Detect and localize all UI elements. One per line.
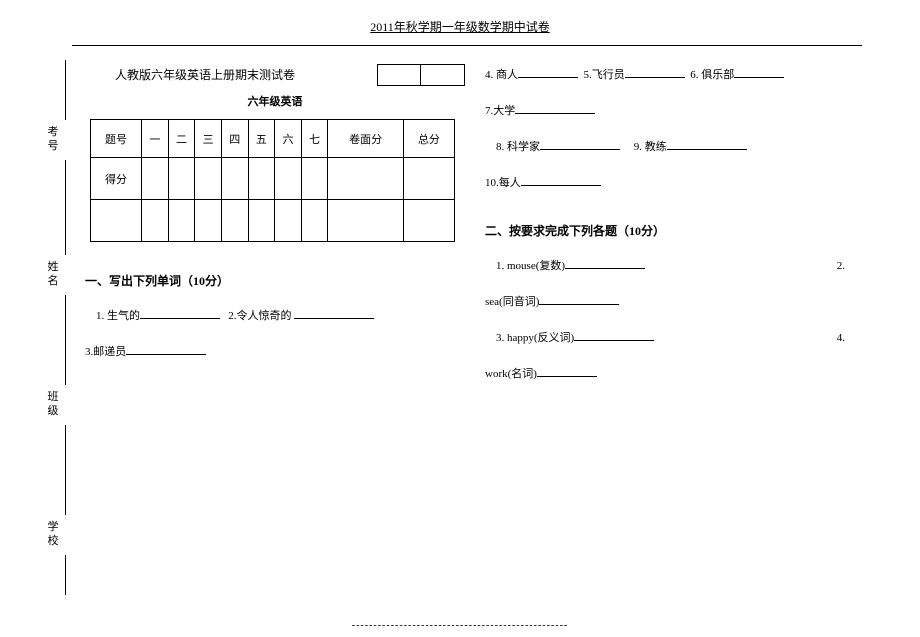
score-cell[interactable]: [248, 200, 275, 242]
score-cell[interactable]: [301, 200, 328, 242]
score-cell[interactable]: [221, 158, 248, 200]
score-header: 题号: [91, 120, 142, 158]
answer-blank[interactable]: [574, 329, 654, 341]
score-header: 一: [142, 120, 169, 158]
table-row: [91, 200, 455, 242]
score-header: 二: [168, 120, 195, 158]
section-1-heading: 一、写出下列单词（10分）: [85, 272, 465, 289]
score-cell[interactable]: [403, 200, 454, 242]
answer-blank[interactable]: [734, 66, 784, 78]
score-header: 六: [275, 120, 302, 158]
side-label-name: 姓名: [45, 260, 61, 288]
content-area: 人教版六年级英语上册期末测试卷 六年级英语 题号 一 二 三 四 五 六 七 卷…: [85, 60, 860, 590]
answer-blank[interactable]: [515, 102, 595, 114]
answer-blank[interactable]: [667, 138, 747, 150]
exam-subtitle: 人教版六年级英语上册期末测试卷: [85, 60, 295, 87]
question-line: 1. 生气的 2.令人惊奇的: [85, 307, 465, 325]
question-line: work(名词): [485, 365, 845, 383]
score-header: 四: [221, 120, 248, 158]
score-cell[interactable]: [195, 158, 222, 200]
score-cell[interactable]: [275, 200, 302, 242]
answer-blank[interactable]: [140, 307, 220, 319]
left-column: 人教版六年级英语上册期末测试卷 六年级英语 题号 一 二 三 四 五 六 七 卷…: [85, 60, 475, 590]
grade-line: 六年级英语: [85, 87, 465, 119]
score-cell[interactable]: [328, 200, 403, 242]
side-label-exam-no: 考号: [45, 125, 61, 153]
question-line: 8. 科学家 9. 教练: [485, 138, 845, 156]
score-cell[interactable]: [142, 200, 169, 242]
score-cell[interactable]: [275, 158, 302, 200]
answer-blank[interactable]: [518, 66, 578, 78]
answer-blank[interactable]: [521, 174, 601, 186]
table-row: 得分: [91, 158, 455, 200]
page-header-title: 2011年秋学期一年级数学期中试卷: [0, 0, 920, 43]
table-row: 题号 一 二 三 四 五 六 七 卷面分 总分: [91, 120, 455, 158]
answer-blank[interactable]: [539, 293, 619, 305]
answer-blank[interactable]: [540, 138, 620, 150]
question-line: 4. 商人 5.飞行员 6. 俱乐部: [485, 66, 845, 84]
score-header: 三: [195, 120, 222, 158]
score-header: 五: [248, 120, 275, 158]
score-header: 七: [301, 120, 328, 158]
score-table: 题号 一 二 三 四 五 六 七 卷面分 总分 得分: [90, 119, 455, 242]
answer-blank[interactable]: [625, 66, 685, 78]
score-cell[interactable]: [301, 158, 328, 200]
footer-separator: ----------------------------------------…: [0, 620, 920, 631]
answer-blank[interactable]: [565, 257, 645, 269]
answer-blank[interactable]: [537, 365, 597, 377]
score-cell[interactable]: [248, 158, 275, 200]
answer-blank[interactable]: [126, 343, 206, 355]
question-line: 10.每人: [485, 174, 845, 192]
score-cell[interactable]: [328, 158, 403, 200]
score-cell[interactable]: [142, 158, 169, 200]
score-cell[interactable]: [403, 158, 454, 200]
answer-blank[interactable]: [294, 307, 374, 319]
side-label-school: 学校: [45, 520, 61, 548]
score-cell[interactable]: [91, 200, 142, 242]
question-line: 3. happy(反义词) 4.: [485, 329, 845, 347]
question-line: 1. mouse(复数) 2.: [485, 257, 845, 275]
score-cell[interactable]: [168, 158, 195, 200]
question-line: 3.邮递员: [85, 343, 465, 361]
right-column: 4. 商人 5.飞行员 6. 俱乐部 7.大学 8. 科学家 9. 教练 10.…: [475, 60, 845, 590]
score-row-label: 得分: [91, 158, 142, 200]
score-cell[interactable]: [221, 200, 248, 242]
side-label-class: 班级: [45, 390, 61, 418]
question-line: sea(同音词): [485, 293, 845, 311]
binding-side-labels: 考号 姓名 班级 学校: [45, 60, 69, 580]
score-header: 总分: [403, 120, 454, 158]
question-line: 7.大学: [485, 102, 845, 120]
score-cell[interactable]: [195, 200, 222, 242]
section-2-heading: 二、按要求完成下列各题（10分）: [485, 222, 845, 239]
small-box-pair: [377, 64, 465, 86]
score-cell[interactable]: [168, 200, 195, 242]
score-header: 卷面分: [328, 120, 403, 158]
